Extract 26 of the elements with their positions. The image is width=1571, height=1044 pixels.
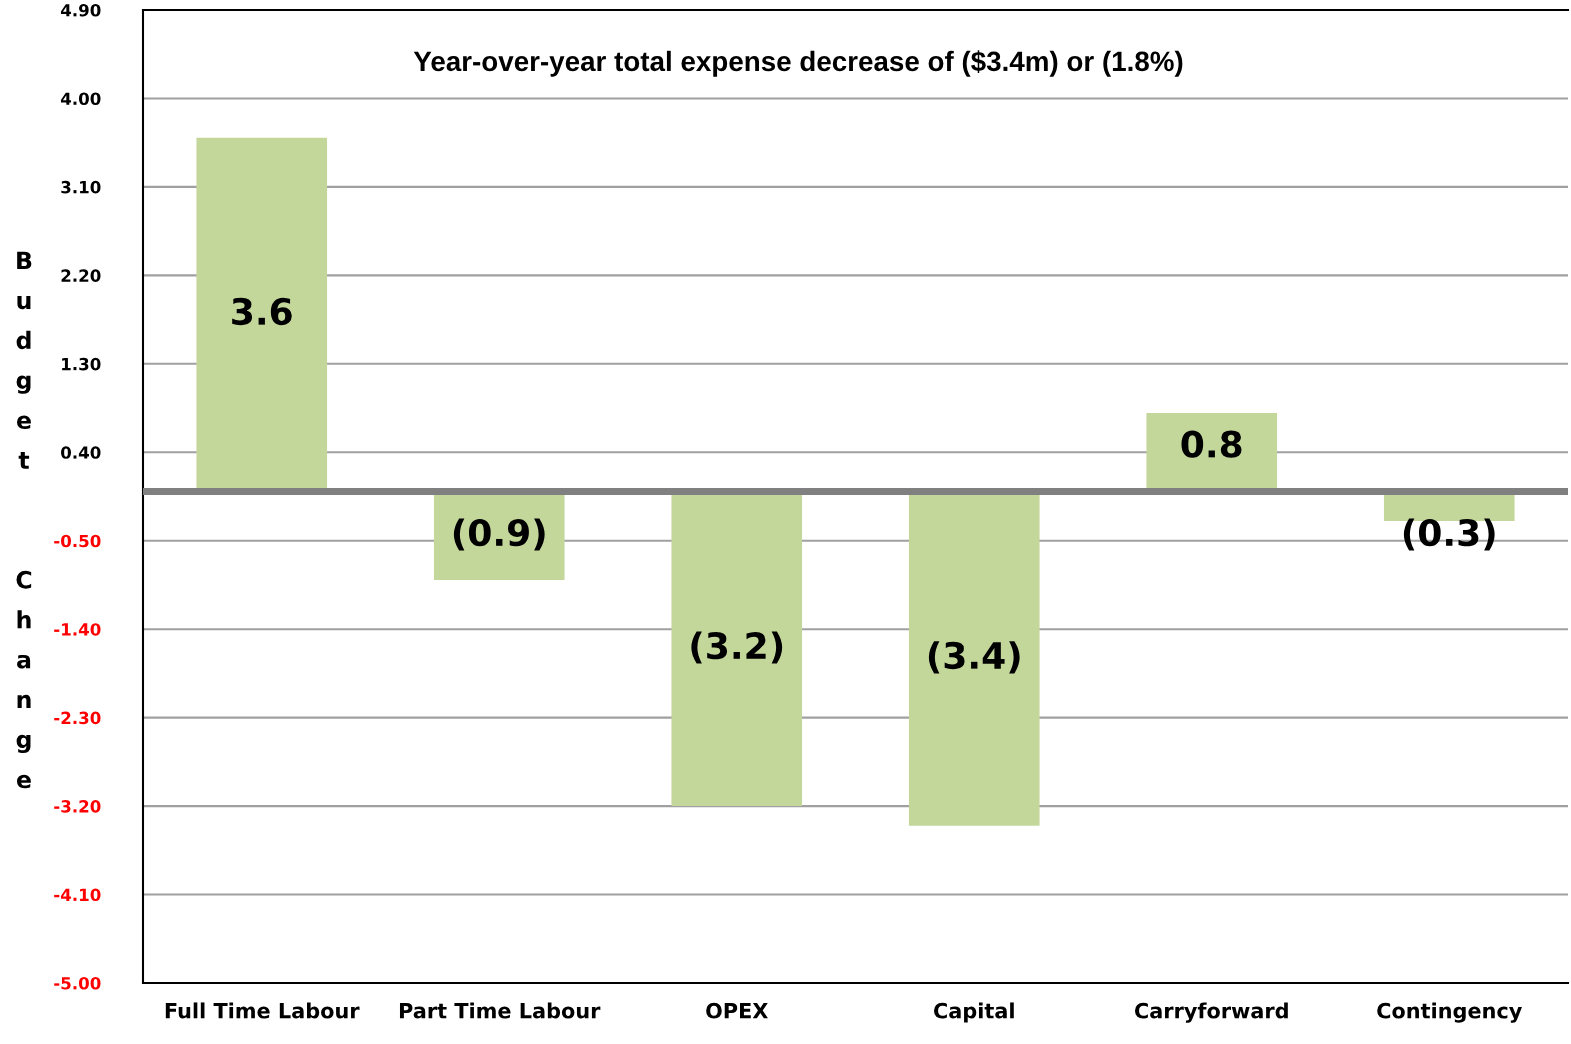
- text: Year-over-year total expense decrease of ($3.4m) or (1.8%): [413, 50, 1183, 77]
- y-tick-label: -1.40: [54, 623, 101, 636]
- y-tick-label: 0.40: [61, 446, 101, 459]
- y-tick-label: -2.30: [54, 711, 101, 725]
- y-tick-label: -3.20: [54, 800, 101, 813]
- y-tick-label: 1.30: [62, 357, 101, 371]
- y-tick-label: 4.90: [60, 3, 101, 17]
- data-label: (3.2): [691, 631, 783, 664]
- data-label: 0.8: [1181, 430, 1242, 458]
- x-tick-label: Part Time Labour: [399, 1002, 601, 1019]
- y-tick-label: 4.00: [60, 92, 101, 106]
- x-tick-label: Full Time Labour: [165, 1002, 360, 1019]
- x-tick-label: Capital: [934, 1002, 1014, 1023]
- y-tick-label: -4.10: [54, 888, 101, 902]
- x-tick-label: Contingency: [1377, 1002, 1522, 1023]
- y-tick-label: -5.00: [54, 976, 101, 990]
- text: Budget Change: [16, 251, 32, 789]
- y-tick-label: 2.20: [61, 269, 101, 282]
- data-label: 3.6: [232, 297, 292, 326]
- data-label: (3.4): [928, 641, 1020, 674]
- y-tick-label: 3.10: [61, 180, 101, 194]
- x-tick-label: Carryforward: [1134, 1002, 1288, 1023]
- data-label: (0.9): [453, 518, 545, 551]
- x-tick-label: OPEX: [706, 1002, 768, 1019]
- data-label: (0.3): [1403, 518, 1495, 551]
- y-tick-label: -0.50: [54, 534, 101, 548]
